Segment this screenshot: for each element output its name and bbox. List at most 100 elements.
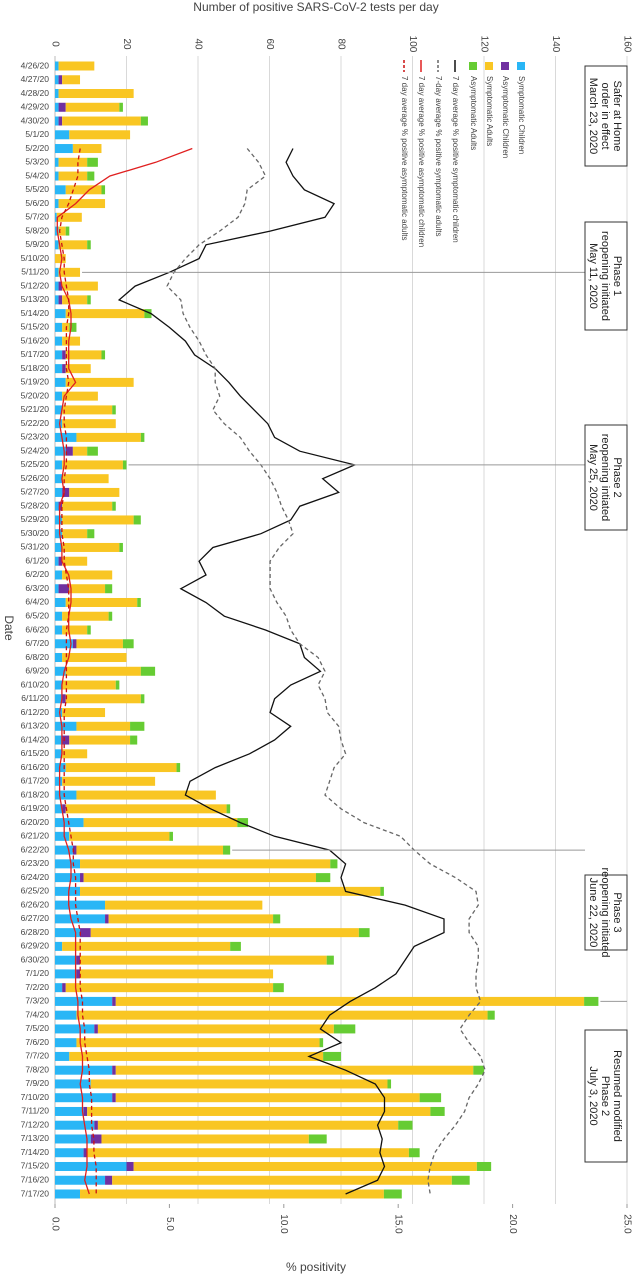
bar-segment bbox=[140, 694, 145, 704]
x-tick-label: 40 bbox=[192, 38, 203, 50]
bar-segment bbox=[55, 969, 77, 979]
bar-segment bbox=[76, 432, 141, 442]
y-tick-label: 7/5/20 bbox=[25, 1023, 49, 1033]
bar-segment bbox=[101, 350, 106, 360]
y-tick-label: 5/2/20 bbox=[25, 143, 49, 153]
y-tick-label: 5/27/20 bbox=[21, 487, 50, 497]
y-tick-label: 6/18/20 bbox=[21, 789, 50, 799]
y-tick-label: 6/14/20 bbox=[21, 734, 50, 744]
bar-segment bbox=[140, 116, 148, 126]
bar-segment bbox=[62, 460, 123, 470]
bar-segment bbox=[65, 983, 274, 993]
bar-segment bbox=[55, 735, 63, 745]
bar-segment bbox=[72, 845, 77, 855]
bar-segment bbox=[65, 377, 134, 387]
y-tick-label: 7/13/20 bbox=[21, 1133, 50, 1143]
y-tick-label: 4/27/20 bbox=[21, 74, 50, 84]
y-tick-label: 4/26/20 bbox=[21, 60, 50, 70]
bar-segment bbox=[55, 89, 59, 99]
bar-segment bbox=[487, 1010, 495, 1020]
bar-segment bbox=[55, 666, 66, 676]
legend-swatch bbox=[517, 62, 525, 70]
bar-segment bbox=[55, 1120, 95, 1130]
bar-segment bbox=[55, 625, 63, 635]
bar-segment bbox=[76, 845, 224, 855]
x2-tick-label: 10.0 bbox=[278, 1214, 289, 1234]
bar-segment bbox=[55, 254, 66, 264]
y-tick-label: 4/30/20 bbox=[21, 115, 50, 125]
y-tick-label: 6/17/20 bbox=[21, 776, 50, 786]
bar-segment bbox=[55, 515, 63, 525]
bar-segment bbox=[112, 996, 116, 1006]
bar-segment bbox=[358, 928, 370, 938]
bar-segment bbox=[226, 804, 231, 814]
x2-tick-label: 25.0 bbox=[621, 1214, 632, 1234]
bar-segment bbox=[76, 1010, 488, 1020]
y-tick-label: 5/18/20 bbox=[21, 363, 50, 373]
annotation-box bbox=[584, 221, 628, 331]
bar-segment bbox=[55, 721, 77, 731]
bar-segment bbox=[87, 446, 98, 456]
y-tick-label: 5/13/20 bbox=[21, 294, 50, 304]
bar-segment bbox=[55, 1134, 91, 1144]
bar-segment bbox=[72, 446, 88, 456]
bar-segment bbox=[55, 1051, 70, 1061]
bar-segment bbox=[55, 336, 63, 346]
bar-segment bbox=[65, 364, 91, 374]
y-tick-label: 6/21/20 bbox=[21, 831, 50, 841]
bar-segment bbox=[87, 1148, 409, 1158]
legend-label: Asymptomatic Children bbox=[501, 76, 510, 158]
bar-segment bbox=[65, 694, 141, 704]
annotation-text: reopening initiated bbox=[599, 868, 611, 958]
annotation-text: Phase 2 bbox=[611, 457, 623, 497]
bar-segment bbox=[80, 969, 274, 979]
bar-segment bbox=[62, 336, 81, 346]
bar-segment bbox=[408, 1148, 420, 1158]
bar-segment bbox=[65, 309, 145, 319]
bar-segment bbox=[315, 873, 331, 883]
bar-segment bbox=[55, 240, 59, 250]
line-series bbox=[56, 147, 193, 1195]
bar-segment bbox=[65, 350, 102, 360]
y-tick-label: 7/17/20 bbox=[21, 1188, 50, 1198]
x2-tick-label: 5.0 bbox=[164, 1217, 175, 1231]
bar-segment bbox=[115, 680, 120, 690]
annotation-text: order in effect bbox=[599, 82, 611, 149]
bar-segment bbox=[55, 474, 63, 484]
y-tick-label: 6/7/20 bbox=[25, 638, 49, 648]
bar-segment bbox=[55, 61, 59, 71]
bar-segment bbox=[55, 75, 59, 85]
y-tick-label: 7/3/20 bbox=[25, 996, 49, 1006]
bar-segment bbox=[55, 116, 59, 126]
bar-segment bbox=[55, 267, 59, 277]
x-tick-label: 160 bbox=[621, 36, 632, 53]
x2-tick-label: 15.0 bbox=[393, 1214, 404, 1234]
y-tick-label: 5/20/20 bbox=[21, 390, 50, 400]
bar-segment bbox=[133, 515, 141, 525]
bar-segment bbox=[55, 1189, 81, 1199]
bar-segment bbox=[58, 157, 88, 167]
bar-segment bbox=[87, 171, 95, 181]
y-tick-label: 7/4/20 bbox=[25, 1009, 49, 1019]
bar-segment bbox=[65, 597, 138, 607]
legend-label: 7 day average % positive symptomatic chi… bbox=[451, 76, 460, 243]
bar-segment bbox=[72, 639, 77, 649]
bar-segment bbox=[140, 666, 156, 676]
bar-segment bbox=[55, 501, 59, 511]
x-tick-label: 140 bbox=[550, 36, 561, 53]
bar-segment bbox=[55, 144, 73, 154]
annotation-text: May 11, 2020 bbox=[587, 243, 599, 309]
bar-segment bbox=[62, 625, 88, 635]
bar-segment bbox=[62, 983, 66, 993]
bar-segment bbox=[65, 185, 102, 195]
bar-segment bbox=[105, 914, 109, 924]
bar-segment bbox=[69, 831, 170, 841]
bar-segment bbox=[55, 941, 63, 951]
y-tick-label: 7/11/20 bbox=[21, 1106, 49, 1116]
bar-segment bbox=[76, 790, 216, 800]
y-tick-label: 5/7/20 bbox=[25, 212, 49, 222]
bar-segment bbox=[387, 1079, 392, 1089]
bar-segment bbox=[72, 144, 102, 154]
bar-segment bbox=[62, 487, 70, 497]
y-tick-label: 4/28/20 bbox=[21, 88, 50, 98]
